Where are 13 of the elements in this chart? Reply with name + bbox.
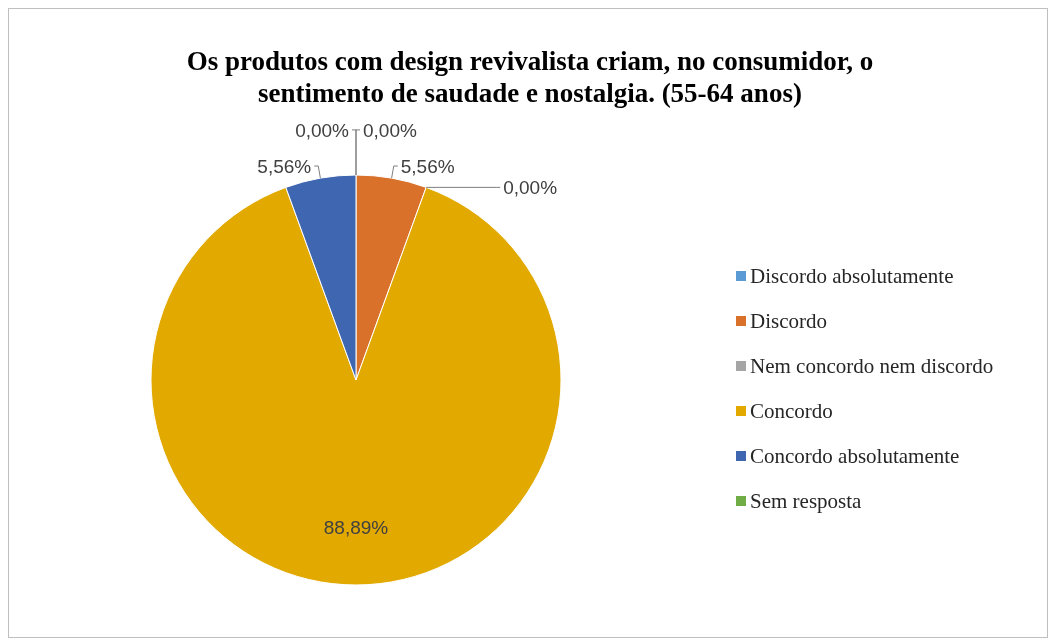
legend-label: Concordo absolutamente <box>750 444 960 469</box>
legend-label: Discordo absolutamente <box>750 264 954 289</box>
legend-label: Sem resposta <box>750 489 863 514</box>
legend-label: Concordo <box>750 399 833 424</box>
legend-label: Nem concordo nem discordo <box>750 354 994 379</box>
text: 0,00% <box>363 119 417 141</box>
data-label: 5,56% <box>257 155 312 177</box>
data-label: 5,56% <box>400 155 455 177</box>
legend-label: Discordo <box>750 309 827 334</box>
chart-title: Os produtos com design revivalista criam, no consumidor, o sentimento de saudade e nostalgia. (55-64 anos) <box>186 46 874 108</box>
text: 0,00% <box>503 177 558 199</box>
data-label: 88,89% <box>323 517 389 539</box>
text: 0,00% <box>295 119 349 141</box>
